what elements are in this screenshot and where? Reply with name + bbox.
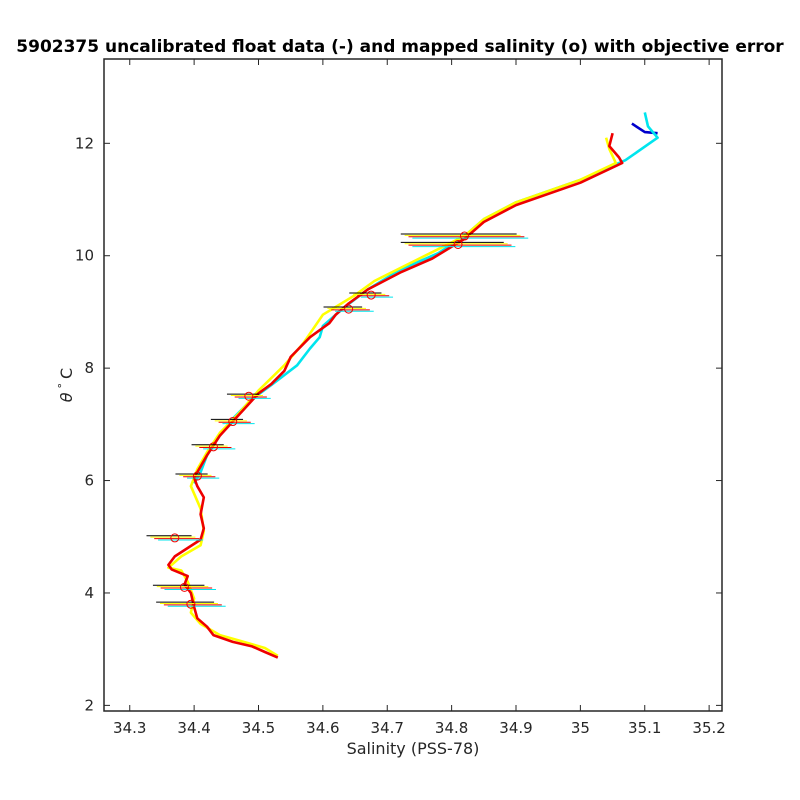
x-tick-label-9: 35.2: [692, 719, 725, 737]
mapped-marker-7: [192, 471, 202, 481]
y-tick-label-3: 8: [84, 359, 94, 377]
mapped-marker-2: [366, 290, 376, 300]
x-tick-label-3: 34.6: [306, 719, 339, 737]
mapped-marker-10: [186, 599, 196, 609]
mapped-marker-0: [453, 239, 463, 249]
y-tick-label-4: 10: [75, 247, 94, 265]
y-tick-label-5: 12: [75, 134, 94, 152]
y-axis-label-unit: C: [57, 368, 76, 379]
mapped-marker-1: [460, 231, 469, 241]
y-axis-label-symbol: θ: [57, 392, 76, 402]
x-tick-label-8: 35.1: [628, 719, 661, 737]
x-tick-label-1: 34.4: [177, 719, 210, 737]
x-tick-label-6: 34.9: [499, 719, 532, 737]
mapped-marker-3: [344, 304, 354, 314]
series-layer: [167, 112, 659, 659]
mapped-marker-4: [244, 391, 254, 401]
x-tick-label-4: 34.7: [371, 719, 404, 737]
y-axis-ticks: 2 4 6 8 10 12: [75, 134, 722, 714]
x-tick-label-0: 34.3: [113, 719, 146, 737]
y-axis-label: θ ° C: [56, 368, 76, 402]
mapped-salinity-layer: [146, 231, 529, 609]
x-axis-ticks: 34.3 34.4 34.5 34.6 34.7 34.8 34.9 35 35.1 35.2: [113, 59, 726, 737]
x-axis-label: Salinity (PSS-78): [347, 739, 480, 758]
mapped-marker-6: [208, 442, 218, 452]
series-line-1: [192, 112, 659, 485]
y-tick-label-2: 6: [84, 472, 94, 490]
x-tick-label-7: 35: [571, 719, 590, 737]
chart-title: 5902375 uncalibrated float data (-) and …: [16, 37, 784, 57]
y-tick-label-1: 4: [84, 584, 94, 602]
y-axis-label-degree: °: [56, 383, 69, 389]
x-tick-label-5: 34.8: [435, 719, 468, 737]
mapped-marker-8: [170, 533, 180, 543]
plot-area-frame: [103, 58, 723, 712]
mapped-marker-9: [179, 582, 189, 592]
x-tick-label-2: 34.5: [242, 719, 275, 737]
y-tick-label-0: 2: [84, 696, 94, 714]
mapped-marker-5: [228, 417, 238, 427]
